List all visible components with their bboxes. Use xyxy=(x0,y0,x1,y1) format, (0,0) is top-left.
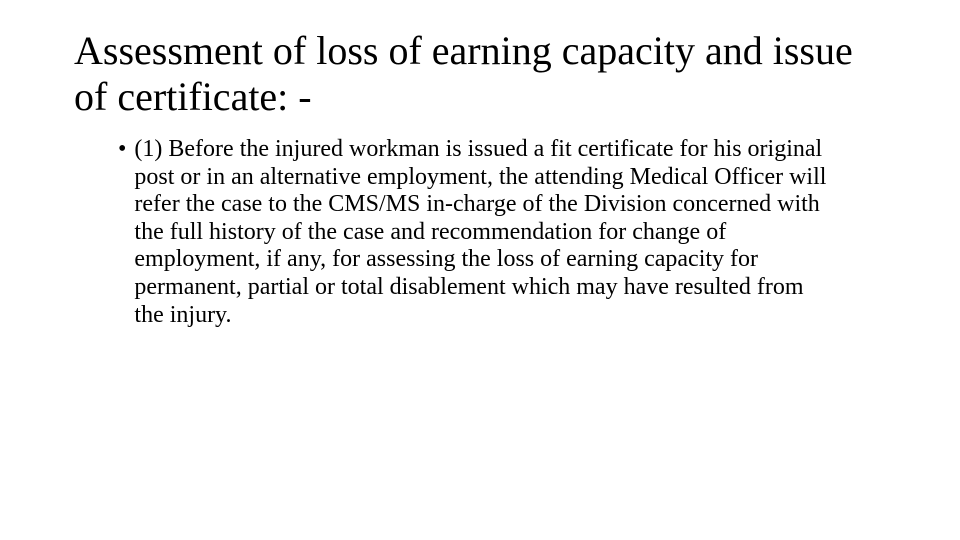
slide-title: Assessment of loss of earning capacity a… xyxy=(74,28,894,120)
bullet-marker: • xyxy=(118,136,126,164)
bullet-text: (1) Before the injured workman is issued… xyxy=(134,136,838,329)
bullet-item: • (1) Before the injured workman is issu… xyxy=(118,136,838,329)
slide-body: • (1) Before the injured workman is issu… xyxy=(118,136,838,329)
slide: Assessment of loss of earning capacity a… xyxy=(0,0,960,540)
